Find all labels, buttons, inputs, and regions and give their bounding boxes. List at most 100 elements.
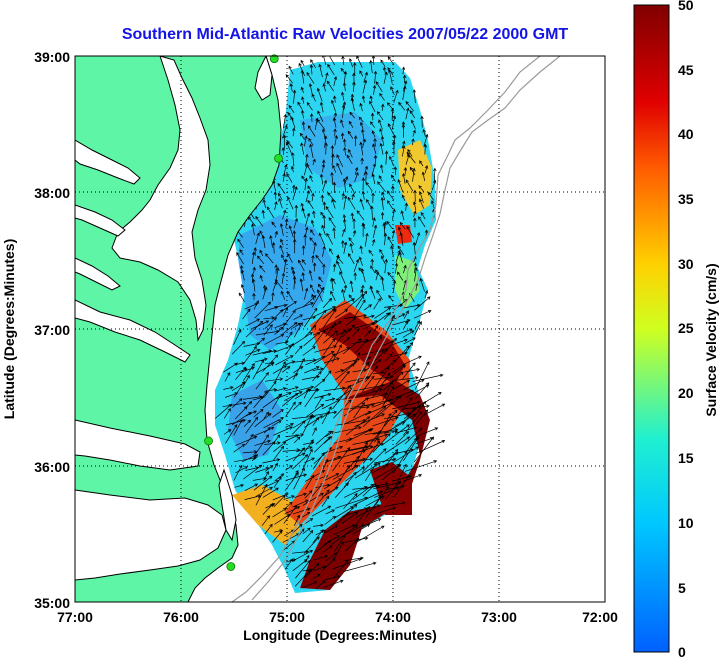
velocity-arrow (306, 101, 313, 111)
velocity-arrow (333, 541, 344, 560)
velocity-arrow (373, 154, 378, 164)
velocity-arrow (254, 357, 268, 363)
velocity-arrow (383, 232, 388, 246)
velocity-arrow (354, 338, 369, 354)
velocity-arrow (407, 148, 413, 157)
velocity-arrow (312, 329, 326, 347)
velocity-arrow (292, 420, 306, 435)
velocity-arrow (313, 554, 329, 561)
velocity-arrow (292, 186, 298, 201)
velocity-arrow (415, 427, 439, 438)
velocity-arrow (349, 111, 355, 119)
colorbar-tick-label: 45 (678, 62, 694, 78)
velocity-arrow (292, 275, 297, 290)
field-mid (395, 255, 420, 310)
velocity-arrow (333, 559, 349, 579)
velocity-arrow (420, 115, 424, 128)
velocity-arrow (349, 280, 354, 293)
velocity-arrow (312, 523, 324, 528)
velocity-arrow (342, 338, 362, 355)
velocity-arrow (283, 258, 288, 273)
velocity-arrow (392, 140, 396, 155)
velocity-arrow (272, 365, 287, 374)
velocity-arrow (282, 309, 296, 329)
velocity-arrow (423, 143, 428, 155)
velocity-arrow (271, 221, 277, 228)
velocity-arrow (327, 63, 335, 76)
velocity-arrow (372, 324, 378, 335)
velocity-arrow (330, 290, 336, 301)
velocity-arrow (371, 239, 376, 246)
velocity-arrow (274, 361, 286, 383)
velocity-arrow (240, 269, 245, 281)
velocity-arrow (282, 124, 288, 139)
velocity-arrow (304, 324, 317, 338)
velocity-arrow (342, 405, 370, 410)
velocity-arrow (307, 199, 314, 209)
velocity-arrow (381, 424, 410, 446)
velocity-arrow (308, 269, 313, 281)
velocity-arrow (402, 172, 406, 184)
velocity-arrow (282, 306, 288, 318)
velocity-arrow (348, 237, 355, 245)
velocity-arrow (390, 245, 394, 257)
velocity-arrow (245, 433, 254, 446)
velocity-arrow (323, 330, 338, 344)
velocity-arrow (255, 487, 273, 497)
velocity-arrow (382, 359, 397, 372)
velocity-arrow (263, 380, 277, 398)
velocity-arrow (420, 211, 426, 220)
velocity-arrow (242, 308, 251, 320)
velocity-arrow (292, 447, 306, 462)
velocity-arrow (293, 514, 300, 526)
velocity-arrow (238, 292, 245, 303)
x-tick-label: 77:00 (57, 609, 93, 625)
velocity-arrow (335, 309, 348, 319)
velocity-arrow (299, 278, 304, 292)
velocity-arrow (302, 295, 317, 308)
velocity-arrow (430, 200, 435, 209)
velocity-arrow (353, 427, 374, 436)
velocity-arrow (243, 464, 263, 480)
velocity-arrow (231, 411, 252, 426)
velocity-arrow (433, 167, 437, 182)
velocity-arrow (331, 153, 335, 166)
velocity-arrow (322, 297, 333, 309)
velocity-arrow (303, 331, 321, 347)
velocity-arrow (304, 415, 324, 428)
velocity-arrow (322, 353, 336, 371)
velocity-arrow (330, 171, 334, 185)
velocity-arrow (235, 435, 258, 446)
velocity-arrow (254, 426, 275, 437)
velocity-arrow (252, 266, 256, 274)
velocity-arrow (284, 472, 299, 491)
velocity-arrow (312, 370, 322, 382)
velocity-arrow (343, 471, 357, 488)
velocity-arrow (345, 317, 357, 327)
velocity-arrow (352, 457, 374, 463)
velocity-arrow (358, 256, 363, 266)
colorbar-tick-label: 25 (678, 320, 694, 336)
velocity-arrow (363, 359, 382, 372)
velocity-arrow (403, 264, 407, 274)
velocity-arrow (301, 259, 307, 265)
velocity-arrow (322, 458, 329, 470)
velocity-arrow (342, 82, 347, 92)
velocity-arrow (414, 267, 418, 282)
velocity-arrow (311, 293, 315, 301)
velocity-arrow (400, 210, 405, 221)
velocity-arrow (323, 473, 340, 482)
velocity-arrow (308, 83, 313, 95)
velocity-arrow (372, 224, 378, 239)
velocity-arrow (375, 81, 383, 92)
velocity-arrow (332, 227, 336, 239)
velocity-arrow (342, 218, 347, 230)
velocity-arrow (324, 72, 329, 85)
velocity-arrow (284, 558, 294, 570)
velocity-arrow (283, 163, 288, 175)
velocity-arrow (255, 232, 260, 245)
velocity-arrow (318, 276, 323, 283)
velocity-arrow (369, 95, 373, 102)
velocity-arrow (362, 405, 387, 428)
velocity-arrow (263, 417, 285, 429)
